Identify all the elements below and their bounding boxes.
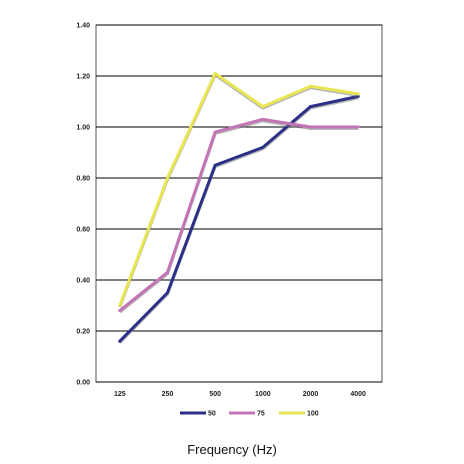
data-point-50: [118, 339, 122, 343]
y-tick-label: 1.40: [76, 23, 90, 30]
data-point-50: [166, 291, 169, 295]
legend-label: 50: [208, 411, 216, 418]
y-tick-label: 0.60: [76, 227, 90, 234]
x-tick-label: 250: [162, 391, 174, 398]
y-tick-label: 1.20: [76, 74, 90, 81]
y-tick-label: 0.80: [76, 176, 90, 183]
series-line-50: [118, 94, 360, 343]
data-point-75: [213, 130, 217, 134]
data-point-100: [166, 176, 169, 180]
y-axis-ticks: 0.00 0.20 0.40 0.60 0.80 1.00 1.20 1.40: [76, 23, 90, 387]
data-point-75: [166, 270, 169, 274]
x-tick-label: 1000: [255, 391, 271, 398]
data-point-75: [309, 125, 312, 129]
data-point-100: [356, 92, 360, 96]
legend-label: 75: [257, 411, 265, 418]
x-tick-label: 2000: [303, 391, 319, 398]
data-point-100: [118, 304, 122, 307]
plot-border: [95, 24, 383, 383]
series-line-100: [118, 71, 360, 307]
x-tick-label: 125: [114, 391, 126, 398]
data-point-75: [261, 117, 265, 121]
x-axis-label: Frequency (Hz): [187, 442, 277, 457]
plot-area: [95, 24, 383, 383]
series-lines: [118, 71, 360, 344]
data-point-50: [309, 105, 312, 109]
data-point-100: [213, 71, 217, 75]
data-point-50: [213, 163, 217, 167]
data-point-75: [356, 125, 360, 129]
data-point-75: [118, 309, 122, 313]
data-point-100: [261, 105, 265, 109]
x-axis-ticks: 125 250 500 1000 2000 4000: [114, 391, 366, 398]
legend: 50 75 100: [180, 411, 319, 418]
x-tick-label: 500: [209, 391, 221, 398]
y-tick-label: 1.00: [76, 125, 90, 132]
x-tick-label: 4000: [350, 391, 366, 398]
data-point-100: [309, 84, 312, 88]
series-line-75: [118, 117, 360, 313]
y-tick-label: 0.40: [76, 278, 90, 285]
legend-label: 100: [307, 411, 319, 418]
data-point-50: [261, 145, 265, 149]
y-tick-label: 0.20: [76, 329, 90, 336]
y-tick-label: 0.00: [76, 380, 90, 387]
